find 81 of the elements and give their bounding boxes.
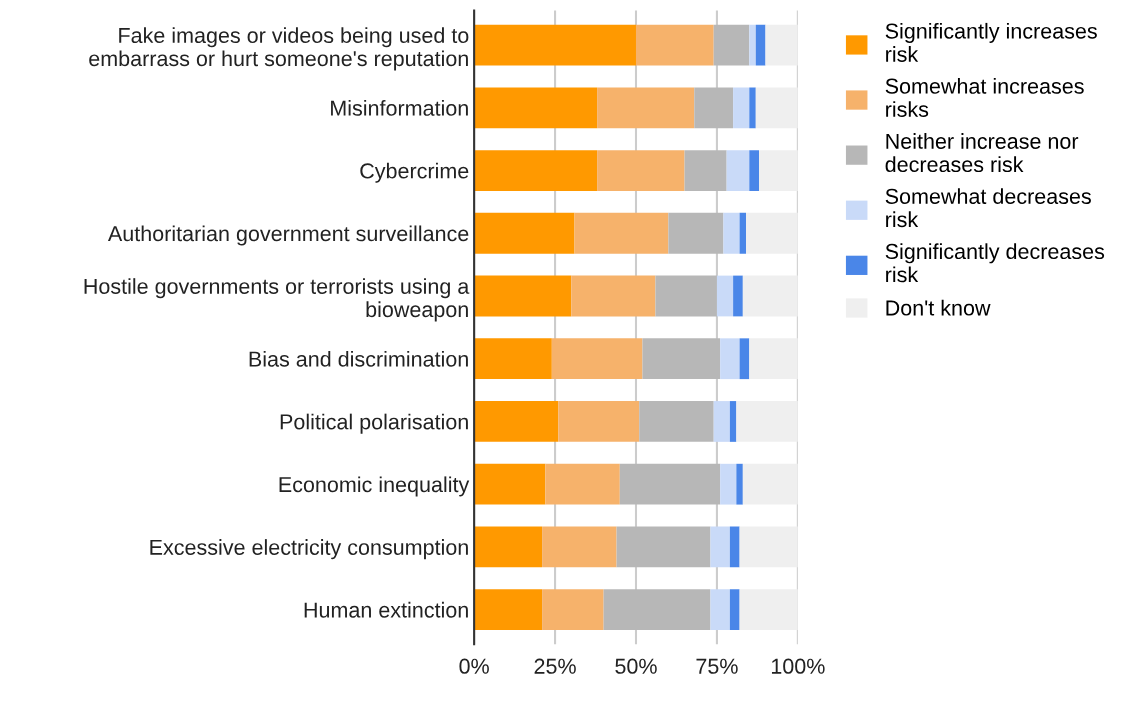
- bar: [474, 24, 636, 66]
- bar: [642, 338, 721, 380]
- bar: [668, 212, 724, 254]
- x-tick-label: 100%: [771, 658, 825, 674]
- bar: [542, 589, 604, 631]
- bar: [749, 150, 760, 191]
- y-tick-label: Fake images or videos being used to embarrass or hurt someone's reputation: [89, 27, 469, 71]
- bar: [574, 212, 669, 254]
- bar: [639, 401, 714, 442]
- bar: [635, 24, 714, 66]
- bar: [739, 589, 798, 631]
- bar: [713, 401, 730, 442]
- bar: [736, 463, 743, 505]
- bar: [716, 275, 734, 317]
- bar: [474, 150, 598, 191]
- x-tick-label: 75%: [696, 658, 738, 674]
- legend-label: Significantly increases risk: [885, 22, 1097, 62]
- bar: [742, 463, 798, 505]
- bar: [545, 463, 620, 505]
- y-tick-label: Human extinction: [304, 601, 468, 618]
- y-tick-label: Cybercrime: [360, 162, 469, 183]
- bar: [474, 589, 543, 631]
- bar: [739, 338, 750, 380]
- bar: [474, 463, 546, 505]
- legend-label: Don't know: [886, 299, 991, 316]
- y-tick-label: Authoritarian government surveillance: [107, 225, 469, 246]
- y-tick-label: Excessive electricity consumption: [150, 539, 468, 560]
- bar: [755, 24, 766, 66]
- bar: [542, 526, 617, 568]
- bar: [603, 589, 711, 631]
- bar: [749, 87, 756, 129]
- x-tick-label: 50%: [615, 658, 657, 674]
- bar: [749, 338, 798, 380]
- bar: [710, 526, 730, 568]
- y-tick-label: Hostile governments or terrorists using a bioweapon: [84, 278, 470, 322]
- bar: [746, 212, 798, 254]
- bar: [684, 150, 727, 191]
- bar: [474, 212, 575, 254]
- bar: [736, 401, 798, 442]
- y-tick-label: Political polarisation: [280, 413, 468, 434]
- y-tick-label: Bias and discrimination: [249, 350, 468, 367]
- bar: [720, 463, 737, 505]
- legend-label: Somewhat decreases risk: [885, 188, 1091, 228]
- bar: [694, 87, 734, 129]
- legend-label: Neither increase nor decreases risk: [885, 133, 1079, 173]
- bar: [765, 24, 798, 66]
- bar: [720, 338, 740, 380]
- y-tick-label: Misinformation: [331, 100, 468, 116]
- x-tick-label: 25%: [534, 658, 576, 674]
- bar: [729, 589, 740, 631]
- bar: [597, 150, 685, 191]
- legend-label: Significantly decreases risk: [885, 243, 1105, 283]
- bar: [742, 275, 798, 317]
- bar: [571, 275, 656, 317]
- y-tick-label: Economic inequality: [279, 476, 470, 497]
- bar: [729, 401, 737, 442]
- bar: [733, 275, 743, 317]
- bar: [616, 526, 711, 568]
- bar: [759, 150, 798, 191]
- bar: [474, 275, 572, 317]
- bar: [474, 87, 598, 129]
- bar: [710, 589, 730, 631]
- bar: [723, 212, 740, 254]
- bar: [474, 401, 559, 442]
- bar: [551, 338, 643, 380]
- bar: [729, 526, 740, 568]
- bar: [726, 150, 750, 191]
- bar: [733, 87, 750, 129]
- bar: [655, 275, 717, 317]
- bar: [619, 463, 721, 505]
- bar: [474, 526, 543, 568]
- bar: [739, 212, 747, 254]
- bar: [749, 24, 756, 66]
- x-tick-label: 0%: [459, 658, 489, 674]
- bar: [739, 526, 798, 568]
- bar: [597, 87, 695, 129]
- legend-label: Somewhat increases risks: [885, 77, 1084, 117]
- bar: [558, 401, 640, 442]
- bar: [755, 87, 798, 129]
- bar: [713, 24, 750, 66]
- bar: [474, 338, 552, 380]
